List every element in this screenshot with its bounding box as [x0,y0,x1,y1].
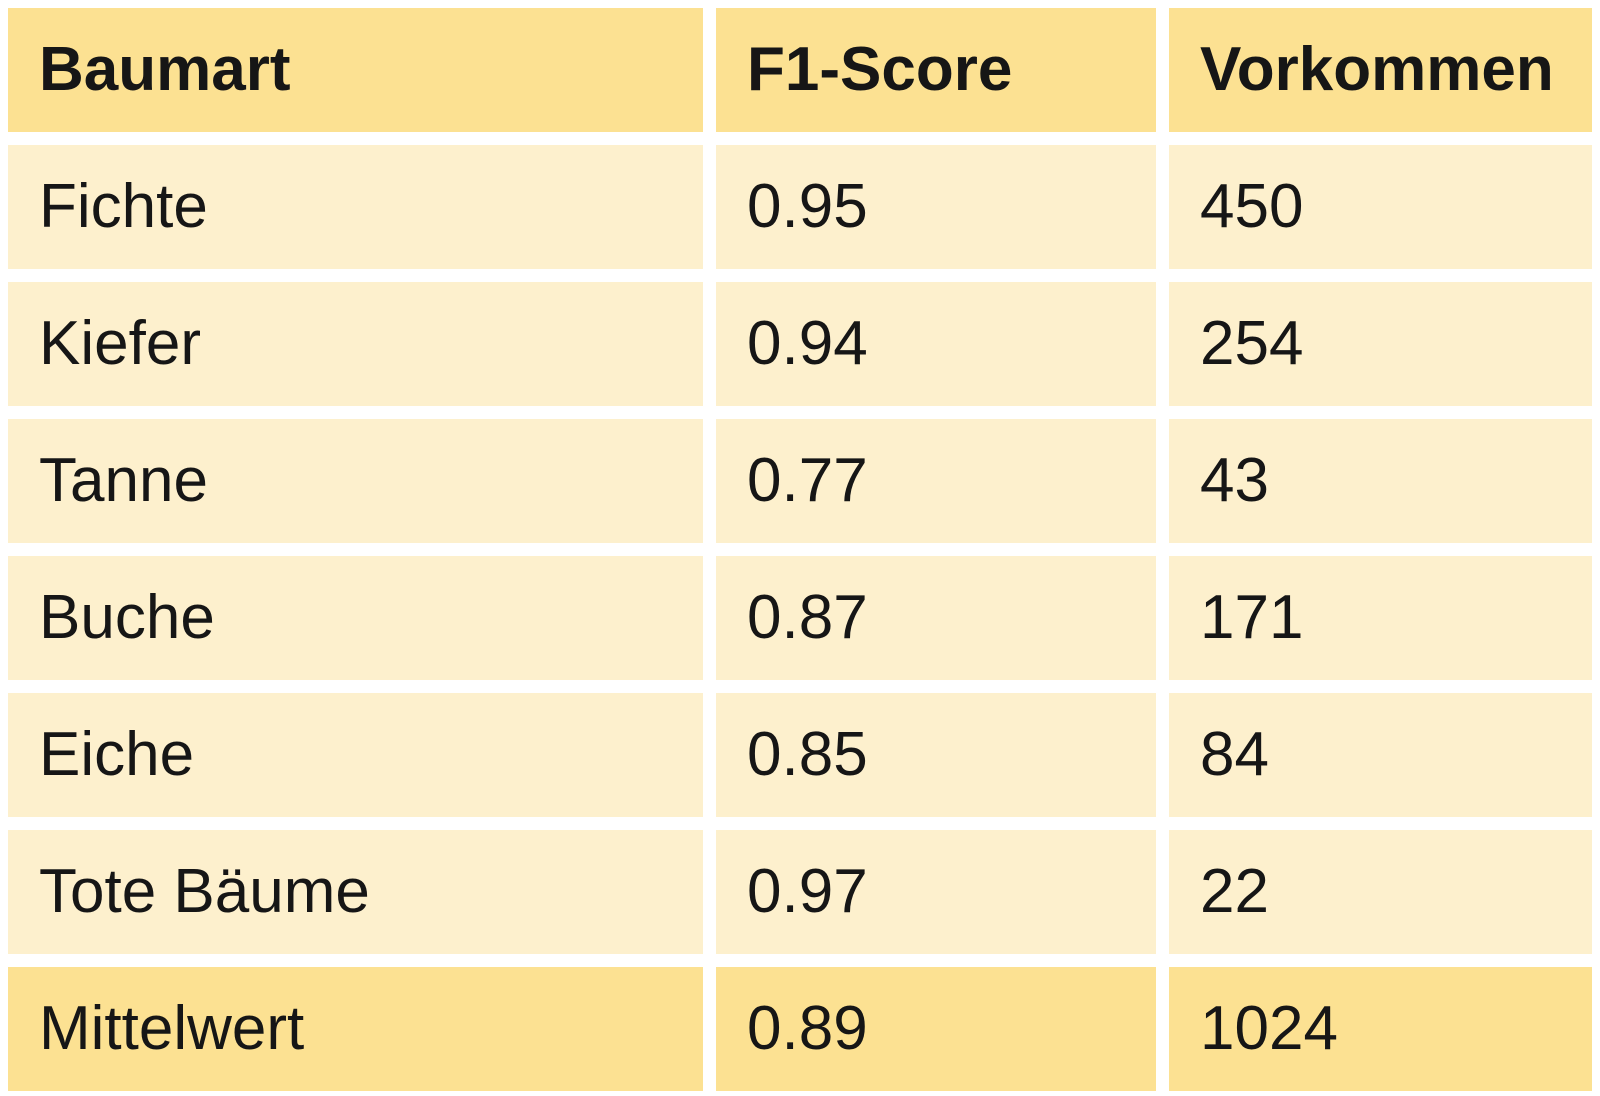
cell-f1-score: 0.94 [716,282,1156,406]
cell-vorkommen: 43 [1169,419,1592,543]
cell-f1-score: 0.77 [716,419,1156,543]
header-cell-baumart: Baumart [8,8,703,132]
cell-f1-score: 0.85 [716,693,1156,817]
cell-baumart: Buche [8,556,703,680]
cell-vorkommen: 84 [1169,693,1592,817]
header-cell-vorkommen: Vorkommen [1169,8,1592,132]
summary-cell-vorkommen: 1024 [1169,967,1592,1091]
cell-vorkommen: 171 [1169,556,1592,680]
cell-baumart: Tanne [8,419,703,543]
summary-cell-label: Mittelwert [8,967,703,1091]
cell-baumart: Kiefer [8,282,703,406]
summary-cell-f1-score: 0.89 [716,967,1156,1091]
cell-baumart: Tote Bäume [8,830,703,954]
cell-f1-score: 0.95 [716,145,1156,269]
species-f1-results-table: Baumart F1-Score Vorkommen Fichte 0.95 4… [8,8,1592,1091]
header-cell-f1-score: F1-Score [716,8,1156,132]
cell-baumart: Eiche [8,693,703,817]
cell-vorkommen: 22 [1169,830,1592,954]
cell-f1-score: 0.87 [716,556,1156,680]
cell-baumart: Fichte [8,145,703,269]
cell-vorkommen: 450 [1169,145,1592,269]
cell-f1-score: 0.97 [716,830,1156,954]
cell-vorkommen: 254 [1169,282,1592,406]
